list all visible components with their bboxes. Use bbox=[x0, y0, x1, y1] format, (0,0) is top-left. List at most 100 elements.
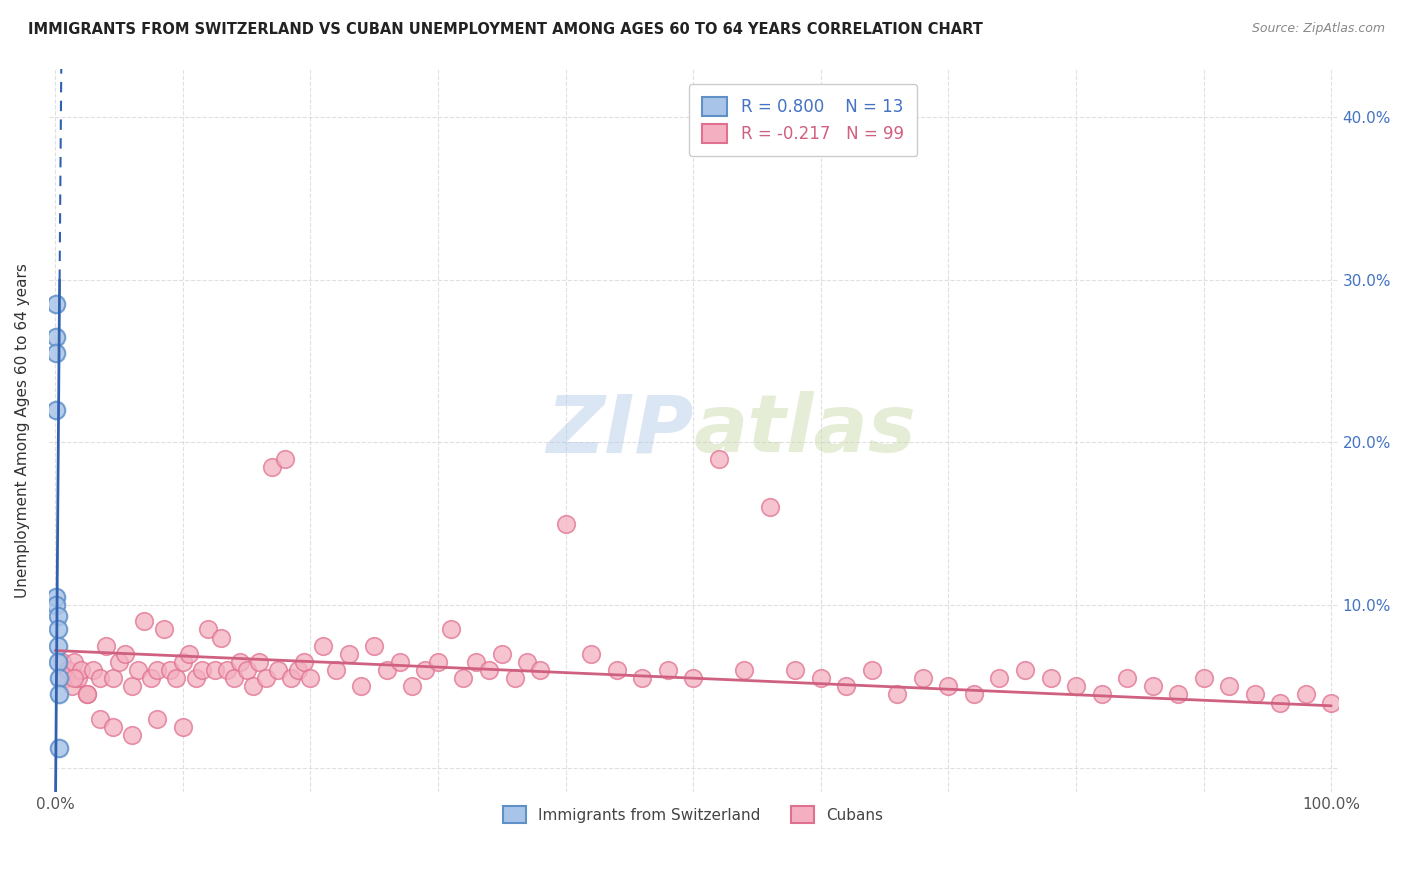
Point bbox=[1192, 671, 1215, 685]
Point bbox=[478, 663, 501, 677]
Point bbox=[217, 663, 239, 677]
Point bbox=[45, 403, 67, 417]
Point bbox=[63, 671, 86, 685]
Point bbox=[159, 663, 181, 677]
Point bbox=[82, 663, 104, 677]
Point bbox=[45, 297, 67, 311]
Point bbox=[172, 655, 194, 669]
Point bbox=[785, 663, 807, 677]
Point bbox=[1116, 671, 1139, 685]
Point bbox=[242, 679, 264, 693]
Point bbox=[108, 655, 131, 669]
Point bbox=[254, 671, 277, 685]
Text: ZIP: ZIP bbox=[546, 392, 693, 469]
Point bbox=[299, 671, 322, 685]
Point bbox=[707, 451, 730, 466]
Point bbox=[45, 330, 67, 344]
Point bbox=[209, 631, 232, 645]
Point bbox=[657, 663, 679, 677]
Point bbox=[45, 590, 67, 604]
Point bbox=[197, 623, 219, 637]
Point bbox=[165, 671, 187, 685]
Point bbox=[139, 671, 162, 685]
Text: Source: ZipAtlas.com: Source: ZipAtlas.com bbox=[1251, 22, 1385, 36]
Point bbox=[247, 655, 270, 669]
Point bbox=[89, 712, 111, 726]
Point bbox=[267, 663, 290, 677]
Point bbox=[413, 663, 436, 677]
Point bbox=[287, 663, 309, 677]
Point bbox=[312, 639, 335, 653]
Point bbox=[76, 687, 98, 701]
Point bbox=[46, 609, 69, 624]
Point bbox=[516, 655, 538, 669]
Point bbox=[1167, 687, 1189, 701]
Point bbox=[325, 663, 347, 677]
Point bbox=[280, 671, 302, 685]
Y-axis label: Unemployment Among Ages 60 to 64 years: Unemployment Among Ages 60 to 64 years bbox=[15, 263, 30, 598]
Point bbox=[179, 647, 201, 661]
Point bbox=[440, 623, 463, 637]
Point bbox=[453, 671, 475, 685]
Point bbox=[860, 663, 883, 677]
Point bbox=[114, 647, 136, 661]
Point bbox=[235, 663, 257, 677]
Point bbox=[1270, 696, 1292, 710]
Point bbox=[350, 679, 373, 693]
Point bbox=[46, 655, 69, 669]
Point bbox=[172, 720, 194, 734]
Point bbox=[184, 671, 207, 685]
Point bbox=[274, 451, 297, 466]
Point bbox=[121, 728, 143, 742]
Point bbox=[503, 671, 526, 685]
Point bbox=[45, 598, 67, 612]
Point bbox=[63, 655, 86, 669]
Point bbox=[204, 663, 226, 677]
Point bbox=[48, 741, 70, 756]
Point bbox=[1295, 687, 1317, 701]
Point bbox=[51, 655, 73, 669]
Point bbox=[121, 679, 143, 693]
Point bbox=[48, 687, 70, 701]
Point bbox=[56, 663, 79, 677]
Point bbox=[101, 671, 124, 685]
Point bbox=[96, 639, 118, 653]
Point bbox=[579, 647, 602, 661]
Point bbox=[89, 671, 111, 685]
Text: IMMIGRANTS FROM SWITZERLAND VS CUBAN UNEMPLOYMENT AMONG AGES 60 TO 64 YEARS CORR: IMMIGRANTS FROM SWITZERLAND VS CUBAN UNE… bbox=[28, 22, 983, 37]
Point bbox=[152, 623, 174, 637]
Text: atlas: atlas bbox=[693, 392, 915, 469]
Point bbox=[1320, 696, 1343, 710]
Point bbox=[46, 623, 69, 637]
Point bbox=[835, 679, 858, 693]
Point bbox=[426, 655, 449, 669]
Point bbox=[222, 671, 245, 685]
Point bbox=[886, 687, 908, 701]
Point bbox=[53, 671, 76, 685]
Point bbox=[76, 687, 98, 701]
Point bbox=[363, 639, 385, 653]
Point bbox=[1014, 663, 1036, 677]
Point bbox=[938, 679, 960, 693]
Point bbox=[229, 655, 252, 669]
Point bbox=[1064, 679, 1087, 693]
Point bbox=[465, 655, 488, 669]
Legend: Immigrants from Switzerland, Cubans: Immigrants from Switzerland, Cubans bbox=[491, 794, 896, 835]
Point bbox=[337, 647, 360, 661]
Point bbox=[529, 663, 551, 677]
Point bbox=[69, 663, 91, 677]
Point bbox=[388, 655, 411, 669]
Point bbox=[1090, 687, 1112, 701]
Point bbox=[48, 671, 70, 685]
Point bbox=[134, 614, 156, 628]
Point bbox=[1218, 679, 1240, 693]
Point bbox=[554, 516, 576, 531]
Point bbox=[682, 671, 704, 685]
Point bbox=[1243, 687, 1265, 701]
Point bbox=[963, 687, 986, 701]
Point bbox=[1142, 679, 1164, 693]
Point bbox=[988, 671, 1011, 685]
Point bbox=[191, 663, 214, 677]
Point bbox=[491, 647, 513, 661]
Point bbox=[127, 663, 149, 677]
